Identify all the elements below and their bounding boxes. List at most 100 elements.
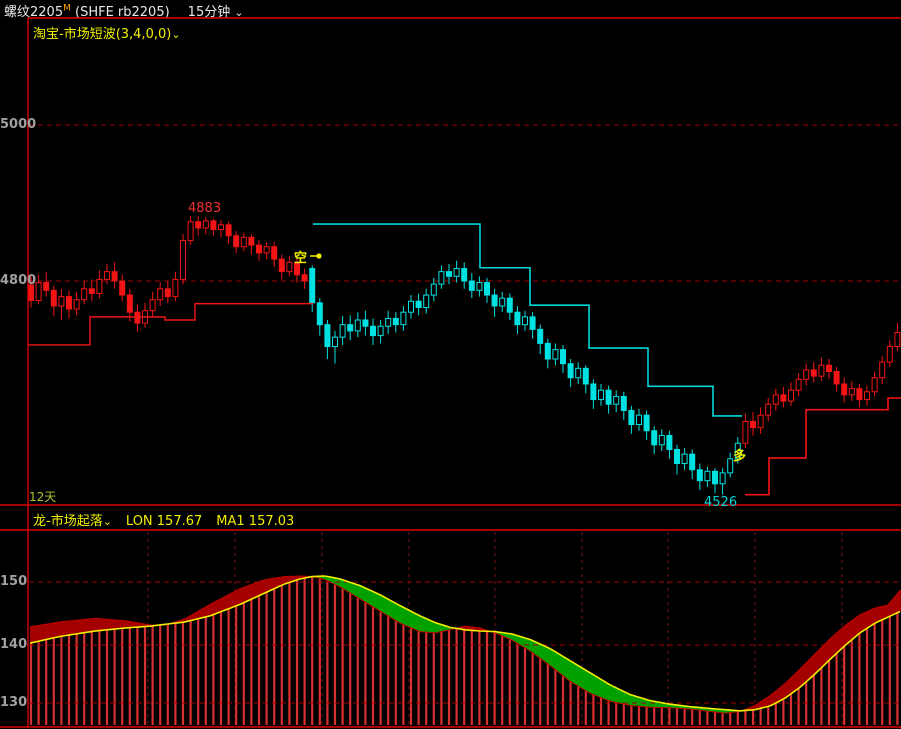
candle-body bbox=[476, 282, 483, 291]
candle-body bbox=[522, 316, 528, 326]
candle-body bbox=[347, 324, 354, 332]
main-indicator-selector[interactable]: 淘宝-市场短波(3,4,0,0)⌄ bbox=[33, 23, 181, 42]
low-price-tag: 4526 bbox=[704, 495, 737, 510]
indicator-fill-strip bbox=[249, 584, 253, 601]
indicator-fill-strip bbox=[837, 629, 841, 653]
indicator-fill-strip bbox=[819, 646, 823, 671]
candle-body bbox=[316, 302, 323, 326]
indicator-fill-strip bbox=[621, 690, 625, 705]
candle-body bbox=[370, 325, 376, 337]
indicator-fill-strip bbox=[381, 595, 385, 614]
indicator-fill-strip bbox=[873, 607, 877, 625]
indicator-fill-strip bbox=[222, 596, 226, 612]
candle-body bbox=[795, 378, 802, 391]
indicator-fill-strip bbox=[204, 605, 208, 618]
indicator-fill-strip bbox=[849, 620, 853, 643]
indicator-fill-strip bbox=[366, 588, 370, 605]
indicator-fill-strip bbox=[888, 600, 892, 618]
indicator-fill-strip bbox=[780, 684, 784, 701]
indicator-fill-strip bbox=[357, 584, 361, 600]
indicator-fill-strip bbox=[210, 602, 214, 616]
symbol-flag-badge: M bbox=[63, 3, 71, 14]
candle-body bbox=[461, 268, 468, 282]
candle-body bbox=[696, 469, 703, 482]
candle-body bbox=[385, 317, 392, 327]
candle-body bbox=[848, 388, 855, 396]
indicator-fill-strip bbox=[426, 618, 430, 633]
candle-body bbox=[286, 261, 293, 273]
indicator-fill-strip bbox=[660, 702, 664, 708]
candle-body bbox=[225, 224, 232, 237]
indicator-fill-strip bbox=[783, 682, 787, 700]
candlestick-series[interactable] bbox=[28, 216, 901, 495]
indicator-fill-strip bbox=[435, 622, 439, 633]
candle-body bbox=[818, 364, 825, 377]
indicator-fill-strip bbox=[45, 623, 49, 640]
indicator-fill-strip bbox=[576, 664, 580, 687]
indicator-fill-strip bbox=[846, 622, 850, 645]
candle-body bbox=[575, 367, 582, 379]
candle-body bbox=[499, 297, 506, 307]
indicator-fill-strip bbox=[891, 597, 895, 616]
indicator-fill-strip bbox=[30, 626, 34, 644]
indicator-fill-strip bbox=[585, 669, 589, 693]
short-signal-dot bbox=[316, 253, 322, 259]
indicator-fill-strip bbox=[813, 652, 817, 676]
indicator-fill-strip bbox=[201, 607, 205, 619]
indicator-fill-strip bbox=[531, 639, 535, 655]
candle-body bbox=[636, 414, 642, 426]
lower-indicator-selector[interactable]: 龙-市场起落⌄ bbox=[33, 514, 112, 529]
indicator-fill-strip bbox=[264, 579, 268, 594]
indicator-fill-strip bbox=[894, 593, 898, 615]
indicator-fill-strip bbox=[393, 601, 397, 621]
candle-body bbox=[651, 430, 658, 446]
indicator-fill-strip bbox=[102, 618, 106, 631]
candle-body bbox=[780, 394, 787, 402]
indicator-fill-strip bbox=[345, 580, 349, 592]
indicator-fill-strip bbox=[54, 622, 58, 638]
indicator-fill-strip bbox=[612, 685, 616, 703]
period-selector[interactable]: 15分钟 ⌄ bbox=[187, 5, 244, 20]
candle-body bbox=[332, 336, 338, 348]
indicator-fill-strip bbox=[216, 599, 220, 614]
indicator-fill-strip bbox=[645, 699, 649, 708]
indicator-fill-strip bbox=[99, 618, 103, 631]
indicator-fill-strip bbox=[261, 579, 265, 595]
indicator-fill-strip bbox=[351, 582, 355, 596]
indicator-fill-strip bbox=[597, 676, 601, 698]
indicator-fill-strip bbox=[51, 622, 55, 639]
indicator-fill-strip bbox=[390, 600, 394, 620]
candle-body bbox=[681, 453, 688, 465]
y-axis-label: 150 bbox=[0, 574, 28, 589]
candle-body bbox=[423, 294, 430, 309]
symbol-name[interactable]: 螺纹2205 bbox=[4, 5, 64, 20]
indicator-fill-strip bbox=[36, 625, 40, 642]
candle-body bbox=[202, 220, 209, 229]
indicator-fill-strip bbox=[867, 610, 871, 629]
candle-body bbox=[810, 369, 817, 377]
indicator-fill-strip bbox=[360, 585, 364, 601]
candle-body bbox=[271, 246, 278, 260]
candle-body bbox=[453, 268, 460, 277]
candle-body bbox=[598, 389, 604, 401]
indicator-fill-strip bbox=[825, 640, 829, 665]
titlebar: 螺纹2205M (SHFE rb2205) 15分钟 ⌄ bbox=[4, 1, 244, 20]
indicator-fill-strip bbox=[438, 623, 442, 633]
indicator-fill-strip bbox=[897, 589, 901, 613]
main-indicator-label: 淘宝-市场短波(3,4,0,0) bbox=[33, 27, 172, 42]
indicator-fill-strip bbox=[636, 696, 640, 707]
indicator-fill-strip bbox=[798, 667, 802, 689]
indicator-fill-strip bbox=[126, 620, 130, 628]
candle-body bbox=[582, 367, 589, 385]
indicator-fill-strip bbox=[765, 696, 769, 708]
indicator-fill-strip bbox=[129, 621, 133, 628]
indicator-fill-strip bbox=[882, 605, 886, 620]
indicator-fill-strip bbox=[864, 611, 868, 631]
indicator-fill-strip bbox=[552, 649, 556, 670]
indicator-fill-strip bbox=[549, 648, 553, 668]
indicator-fill-strip bbox=[369, 589, 373, 607]
indicator-fill-strip bbox=[855, 615, 859, 638]
candle-body bbox=[354, 319, 361, 332]
indicator-fill-strip bbox=[39, 624, 43, 642]
